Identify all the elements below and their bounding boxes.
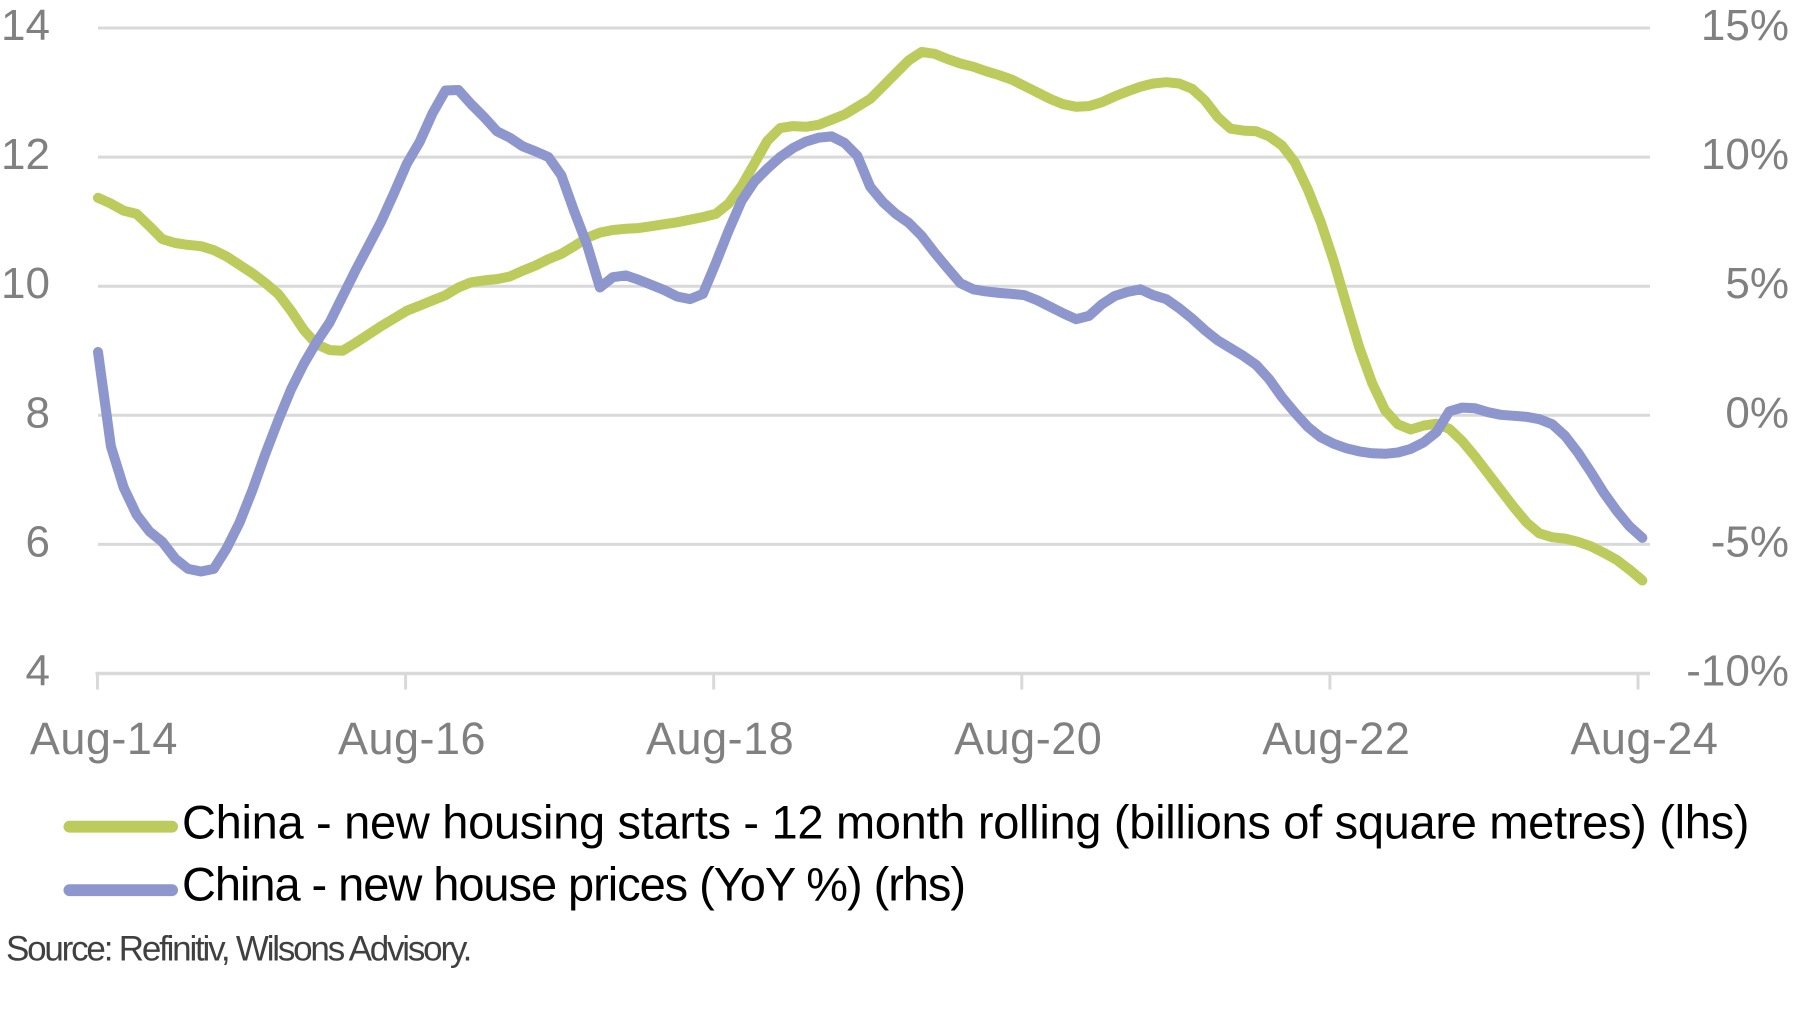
svg-text:0%: 0% — [1725, 388, 1789, 437]
svg-text:Aug-18: Aug-18 — [646, 713, 794, 764]
svg-text:4: 4 — [26, 647, 50, 696]
svg-text:-5%: -5% — [1711, 517, 1789, 566]
svg-text:15%: 15% — [1701, 1, 1789, 50]
svg-text:12: 12 — [1, 130, 50, 179]
svg-text:6: 6 — [26, 517, 50, 566]
svg-text:10: 10 — [1, 259, 50, 308]
svg-text:Aug-16: Aug-16 — [338, 713, 486, 764]
svg-text:Aug-22: Aug-22 — [1262, 713, 1410, 764]
svg-text:5%: 5% — [1725, 259, 1789, 308]
svg-text:Aug-14: Aug-14 — [30, 713, 178, 764]
svg-text:Aug-24: Aug-24 — [1570, 713, 1718, 764]
svg-text:8: 8 — [26, 388, 50, 437]
svg-text:Source: Refinitiv, Wilsons Adv: Source: Refinitiv, Wilsons Advisory. — [6, 930, 470, 969]
svg-text:China - new housing starts - 1: China - new housing starts - 12 month ro… — [182, 796, 1749, 849]
svg-text:10%: 10% — [1701, 130, 1789, 179]
svg-text:Aug-20: Aug-20 — [954, 713, 1102, 764]
svg-text:14: 14 — [1, 1, 50, 50]
svg-text:China - new house prices (YoY: China - new house prices (YoY %) (rhs) — [182, 858, 965, 911]
svg-text:-10%: -10% — [1686, 647, 1789, 696]
